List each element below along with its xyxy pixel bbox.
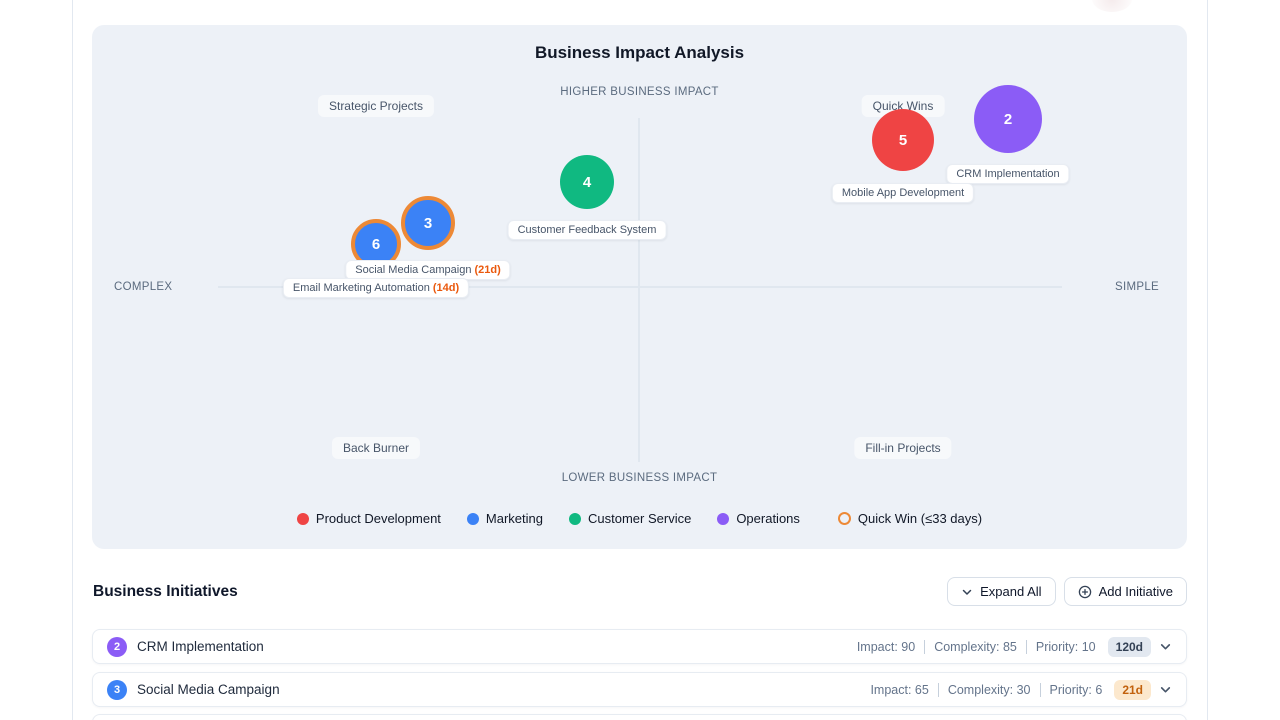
legend-item-customer-service: Customer Service — [569, 511, 691, 526]
initiative-title: Social Media Campaign — [137, 682, 280, 697]
initiative-number-badge: 2 — [107, 636, 127, 657]
axis-label-left: COMPLEX — [114, 281, 173, 293]
add-initiative-button[interactable]: Add Initiative — [1063, 577, 1187, 606]
divider — [1025, 639, 1027, 654]
label-crm-implementation: CRM Implementation — [946, 164, 1070, 184]
quadrant-label-quick-wins: Quick Wins — [861, 95, 945, 117]
bubble-customer-feedback-system[interactable]: 4 — [560, 155, 614, 209]
red-dot-icon — [296, 512, 309, 525]
bubble-value: 4 — [582, 173, 592, 191]
complexity-stat: Complexity: 85 — [934, 639, 1017, 654]
blue-dot-icon — [466, 512, 479, 525]
impact-matrix-panel: Business Impact Analysis HIGHER BUSINESS… — [92, 25, 1187, 549]
plus-circle-icon — [1078, 585, 1092, 599]
priority-stat: Priority: 10 — [1035, 639, 1096, 654]
green-dot-icon — [569, 512, 581, 525]
bubble-value: 6 — [371, 235, 381, 253]
axis-label-bottom: LOWER BUSINESS IMPACT — [561, 472, 718, 484]
legend-item-operations: Operations — [717, 511, 800, 526]
label-social-media-campaign: Social Media Campaign (21d) — [345, 260, 511, 280]
legend-item-quick-win: Quick Win (≤33 days) — [837, 511, 982, 526]
cutoff-element-top-right — [1092, 0, 1132, 12]
bubble-value: 2 — [1003, 110, 1013, 128]
duration-badge: 120d — [1107, 636, 1151, 657]
initiative-row-partial[interactable] — [92, 714, 1187, 720]
chevron-down-icon — [961, 586, 973, 598]
divider — [937, 682, 939, 697]
impact-stat: Impact: 90 — [856, 639, 916, 654]
x-axis-line — [218, 286, 1062, 288]
chevron-down-icon[interactable] — [1159, 640, 1172, 653]
complexity-stat: Complexity: 30 — [947, 682, 1031, 697]
quadrant-label-strategic-projects: Strategic Projects — [317, 95, 435, 117]
content-left-border — [72, 0, 73, 720]
section-heading: Business Initiatives — [93, 583, 238, 600]
divider — [1039, 682, 1041, 697]
initiative-number-badge: 3 — [107, 679, 127, 700]
legend-item-product-development: Product Development — [296, 511, 441, 526]
initiatives-toolbar: Expand All Add Initiative — [947, 577, 1187, 606]
duration-badge: 21d — [1114, 679, 1151, 700]
chart-title: Business Impact Analysis — [534, 43, 745, 62]
y-axis-line — [638, 118, 640, 462]
label-customer-feedback-system: Customer Feedback System — [507, 220, 667, 240]
bubble-value: 5 — [898, 131, 908, 149]
chart-legend: Product Development Marketing Customer S… — [92, 511, 1187, 526]
quadrant-label-back-burner: Back Burner — [331, 437, 421, 459]
initiative-title: CRM Implementation — [137, 639, 264, 654]
bubble-value: 3 — [423, 214, 433, 232]
impact-stat: Impact: 65 — [870, 682, 929, 697]
duration-badge: (21d) — [474, 264, 501, 276]
axis-label-right: SIMPLE — [1115, 281, 1159, 293]
label-email-marketing-automation: Email Marketing Automation (14d) — [282, 278, 470, 298]
axis-label-top: HIGHER BUSINESS IMPACT — [560, 86, 719, 98]
purple-dot-icon — [717, 512, 730, 525]
duration-badge: (14d) — [432, 282, 460, 294]
label-mobile-app-development: Mobile App Development — [831, 183, 975, 203]
initiative-row-crm-implementation[interactable]: 2 CRM Implementation Impact: 90 Complexi… — [92, 629, 1187, 664]
bubble-crm-implementation[interactable]: 2 — [974, 85, 1042, 153]
initiative-stats: Impact: 90 Complexity: 85 Priority: 10 1… — [856, 636, 1172, 657]
priority-stat: Priority: 6 — [1049, 682, 1103, 697]
chevron-down-icon[interactable] — [1159, 683, 1172, 696]
initiative-row-social-media-campaign[interactable]: 3 Social Media Campaign Impact: 65 Compl… — [92, 672, 1187, 707]
quadrant-label-fill-in-projects: Fill-in Projects — [854, 437, 952, 459]
content-right-border — [1207, 0, 1208, 720]
quick-win-ring-icon — [837, 512, 851, 525]
bubble-social-media-campaign[interactable]: 3 — [401, 196, 455, 250]
bubble-mobile-app-development[interactable]: 5 — [872, 109, 934, 171]
legend-item-marketing: Marketing — [466, 511, 543, 526]
divider — [924, 639, 926, 654]
expand-all-button[interactable]: Expand All — [947, 577, 1056, 606]
initiative-stats: Impact: 65 Complexity: 30 Priority: 6 21… — [870, 679, 1172, 700]
